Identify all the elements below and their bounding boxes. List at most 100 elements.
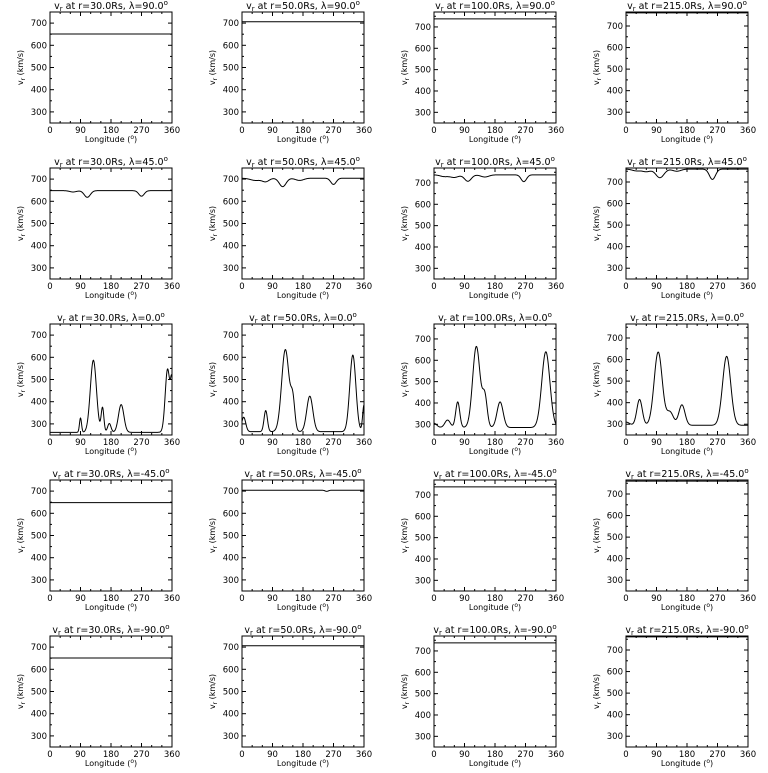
x-tick-label: 90: [459, 438, 470, 448]
x-axis-label: Longitude (o): [661, 602, 713, 612]
panel-title: vr at r=100.0Rs, λ=45.0o: [435, 155, 555, 169]
y-tick-label: 600: [415, 512, 431, 522]
y-tick-label: 300: [31, 576, 47, 586]
y-tick-label: 700: [31, 643, 47, 653]
y-tick-label: 300: [31, 420, 47, 430]
y-tick-label: 500: [415, 378, 431, 388]
x-tick-label: 270: [325, 126, 341, 136]
y-tick-label: 600: [607, 512, 623, 522]
x-tick-label: 180: [103, 126, 119, 136]
y-axis-label: vr (km/s): [16, 518, 27, 553]
x-tick-label: 90: [459, 126, 470, 136]
x-tick-label: 180: [679, 126, 695, 136]
y-tick-label: 400: [31, 86, 47, 96]
x-tick-label: 360: [548, 594, 564, 604]
panel-title: vr at r=50.0Rs, λ=-90.0o: [244, 623, 361, 637]
panel-1: vr at r=30.0Rs, λ=90.0o 0 90 180 270 360 300 40…: [16, 0, 180, 144]
x-tick-label: 360: [164, 438, 180, 448]
panel-11: vr at r=100.0Rs, λ=0.0o 0 90 180 270 360 300 40…: [400, 311, 564, 456]
x-tick-label: 360: [548, 126, 564, 136]
y-axis-label: vr (km/s): [208, 50, 219, 85]
plot-frame: [241, 635, 365, 748]
panel-6: vr at r=50.0Rs, λ=45.0o 0 90 180 270 360 300 40…: [208, 155, 372, 300]
y-tick-label: 600: [31, 353, 47, 363]
y-axis-label: vr (km/s): [592, 206, 603, 241]
y-tick-label: 700: [31, 19, 47, 29]
x-tick-label: 0: [623, 750, 628, 760]
y-tick-label: 600: [223, 353, 239, 363]
y-tick-label: 700: [223, 19, 239, 29]
x-tick-label: 270: [709, 594, 725, 604]
x-axis-label: Longitude (o): [277, 758, 329, 768]
y-axis-label: vr (km/s): [592, 50, 603, 85]
y-tick-label: 300: [223, 732, 239, 742]
series-line: [433, 174, 557, 183]
x-tick-label: 180: [295, 594, 311, 604]
panel-title: vr at r=50.0Rs, λ=90.0o: [246, 0, 360, 13]
x-tick-label: 0: [431, 126, 436, 136]
panel-20: vr at r=215.0Rs, λ=-90.0o 0 90 180 270 360 300…: [592, 623, 756, 768]
panel-10: vr at r=50.0Rs, λ=0.0o 0 90 180 270 360 300 400…: [208, 311, 372, 456]
y-tick-label: 300: [31, 264, 47, 274]
y-tick-label: 600: [223, 665, 239, 675]
y-tick-label: 400: [607, 711, 623, 721]
x-tick-label: 180: [487, 438, 503, 448]
panel-title: vr at r=30.0Rs, λ=45.0o: [54, 155, 168, 169]
x-tick-label: 270: [133, 282, 149, 292]
x-tick-label: 360: [356, 438, 372, 448]
plot-frame: [625, 11, 749, 124]
y-tick-label: 500: [415, 66, 431, 76]
plot-frame: [49, 323, 173, 436]
x-tick-label: 270: [709, 750, 725, 760]
series-line: [49, 190, 173, 198]
y-tick-label: 700: [223, 175, 239, 185]
x-tick-label: 180: [295, 750, 311, 760]
x-tick-label: 0: [239, 282, 244, 292]
x-tick-label: 270: [133, 126, 149, 136]
y-tick-label: 600: [607, 356, 623, 366]
plot-frame: [241, 11, 365, 124]
panel-2: vr at r=50.0Rs, λ=90.0o 0 90 180 270 360 300 40…: [208, 0, 372, 144]
y-tick-label: 400: [607, 555, 623, 565]
x-tick-label: 90: [75, 438, 86, 448]
y-tick-label: 400: [415, 399, 431, 409]
x-tick-label: 180: [103, 750, 119, 760]
y-tick-label: 400: [31, 398, 47, 408]
x-tick-label: 0: [623, 438, 628, 448]
y-tick-label: 600: [415, 668, 431, 678]
y-tick-label: 500: [415, 690, 431, 700]
plot-frame: [49, 635, 173, 748]
y-axis-label: vr (km/s): [400, 206, 411, 241]
y-axis-label: vr (km/s): [208, 206, 219, 241]
y-tick-label: 300: [415, 420, 431, 430]
y-axis-label: vr (km/s): [208, 362, 219, 397]
y-tick-label: 700: [415, 23, 431, 33]
y-tick-label: 700: [415, 179, 431, 189]
x-tick-label: 0: [623, 126, 628, 136]
y-tick-label: 300: [607, 732, 623, 742]
plot-frame: [49, 167, 173, 280]
x-tick-label: 270: [325, 594, 341, 604]
x-tick-label: 360: [356, 594, 372, 604]
x-tick-label: 180: [487, 282, 503, 292]
y-tick-label: 500: [31, 64, 47, 74]
y-tick-label: 600: [415, 200, 431, 210]
y-tick-label: 300: [607, 108, 623, 118]
panel-16: vr at r=215.0Rs, λ=-45.0o 0 90 180 270 360 300…: [592, 467, 756, 612]
y-tick-label: 400: [607, 243, 623, 253]
panel-title: vr at r=30.0Rs, λ=90.0o: [54, 0, 168, 13]
y-tick-label: 400: [415, 87, 431, 97]
panel-title: vr at r=215.0Rs, λ=-45.0o: [625, 467, 748, 481]
y-axis-label: vr (km/s): [208, 674, 219, 709]
y-tick-label: 300: [31, 732, 47, 742]
y-tick-label: 400: [223, 242, 239, 252]
y-tick-label: 700: [223, 487, 239, 497]
x-tick-label: 270: [517, 594, 533, 604]
panel-title: vr at r=100.0Rs, λ=90.0o: [435, 0, 555, 13]
y-tick-label: 600: [223, 197, 239, 207]
plot-frame: [49, 479, 173, 592]
panel-19: vr at r=100.0Rs, λ=-90.0o 0 90 180 270 360 300…: [400, 623, 564, 768]
y-tick-label: 700: [31, 487, 47, 497]
panel-title: vr at r=30.0Rs, λ=-90.0o: [52, 623, 169, 637]
y-tick-label: 500: [223, 64, 239, 74]
